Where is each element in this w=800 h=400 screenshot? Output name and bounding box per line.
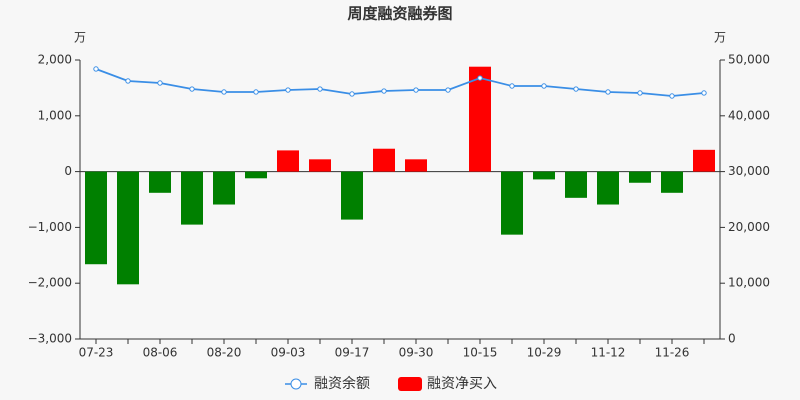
line-point bbox=[253, 89, 259, 95]
bar bbox=[277, 150, 299, 172]
line-point bbox=[445, 87, 451, 93]
line-point bbox=[317, 86, 323, 92]
x-tick-label: 09-17 bbox=[335, 346, 370, 360]
y-tick-label: −3,000 bbox=[28, 332, 72, 346]
y-tick-label: 0 bbox=[64, 164, 72, 178]
bar bbox=[341, 171, 363, 220]
line bbox=[95, 68, 705, 97]
line-point bbox=[701, 90, 707, 96]
legend-label: 融资余额 bbox=[314, 375, 370, 392]
line-point bbox=[381, 88, 387, 94]
line-point bbox=[605, 89, 611, 95]
legend-label: 融资净买入 bbox=[427, 376, 497, 392]
bar bbox=[181, 171, 203, 225]
line-point bbox=[349, 91, 355, 97]
line-point bbox=[157, 80, 163, 86]
bar bbox=[213, 171, 235, 205]
x-tick-label: 11-26 bbox=[655, 346, 690, 360]
line-point bbox=[541, 83, 547, 89]
bar bbox=[309, 159, 331, 172]
bar bbox=[469, 66, 491, 172]
line-point bbox=[125, 78, 131, 84]
x-tick-label: 10-29 bbox=[527, 346, 562, 360]
bar bbox=[629, 171, 651, 183]
y-unit: 万 bbox=[74, 31, 86, 45]
chart-title: 周度融资融券图 bbox=[347, 5, 452, 23]
y-tick-label: 2,000 bbox=[38, 53, 72, 67]
bar bbox=[149, 171, 171, 193]
y2-tick-label: 10,000 bbox=[728, 276, 770, 290]
x-tick-label: 09-03 bbox=[271, 346, 306, 360]
legend-swatch bbox=[398, 377, 422, 391]
bar bbox=[117, 171, 139, 285]
y2-tick-label: 40,000 bbox=[728, 108, 770, 122]
bar bbox=[661, 171, 683, 193]
x-tick-label: 11-12 bbox=[591, 346, 626, 360]
bar bbox=[501, 171, 523, 235]
y-tick-label: 1,000 bbox=[38, 108, 72, 122]
legend-swatch bbox=[290, 378, 302, 390]
line-point bbox=[477, 75, 483, 81]
y2-tick-label: 20,000 bbox=[728, 220, 770, 234]
bar bbox=[405, 159, 427, 172]
bar bbox=[597, 171, 619, 205]
bar bbox=[85, 171, 107, 265]
line-point bbox=[669, 93, 675, 99]
bar bbox=[245, 171, 267, 179]
line-point bbox=[413, 87, 419, 93]
line-point bbox=[637, 90, 643, 96]
x-tick-label: 09-30 bbox=[399, 346, 434, 360]
bar bbox=[533, 171, 555, 180]
line-point bbox=[189, 86, 195, 92]
y2-tick-label: 30,000 bbox=[728, 164, 770, 178]
bar bbox=[693, 149, 715, 172]
line-point bbox=[509, 83, 515, 89]
y2-unit: 万 bbox=[714, 31, 726, 45]
y-tick-label: −1,000 bbox=[28, 220, 72, 234]
x-tick-label: 10-15 bbox=[463, 346, 498, 360]
bar bbox=[565, 171, 587, 198]
line-point bbox=[221, 89, 227, 95]
y2-tick-label: 50,000 bbox=[728, 53, 770, 67]
x-tick-label: 07-23 bbox=[79, 346, 114, 360]
x-tick-label: 08-06 bbox=[143, 346, 178, 360]
line-point bbox=[573, 86, 579, 92]
x-tick-label: 08-20 bbox=[207, 346, 242, 360]
line-point bbox=[93, 66, 99, 72]
bar bbox=[373, 148, 395, 172]
line-point bbox=[285, 87, 291, 93]
y-tick-label: −2,000 bbox=[28, 276, 72, 290]
y2-tick-label: 0 bbox=[728, 332, 736, 346]
